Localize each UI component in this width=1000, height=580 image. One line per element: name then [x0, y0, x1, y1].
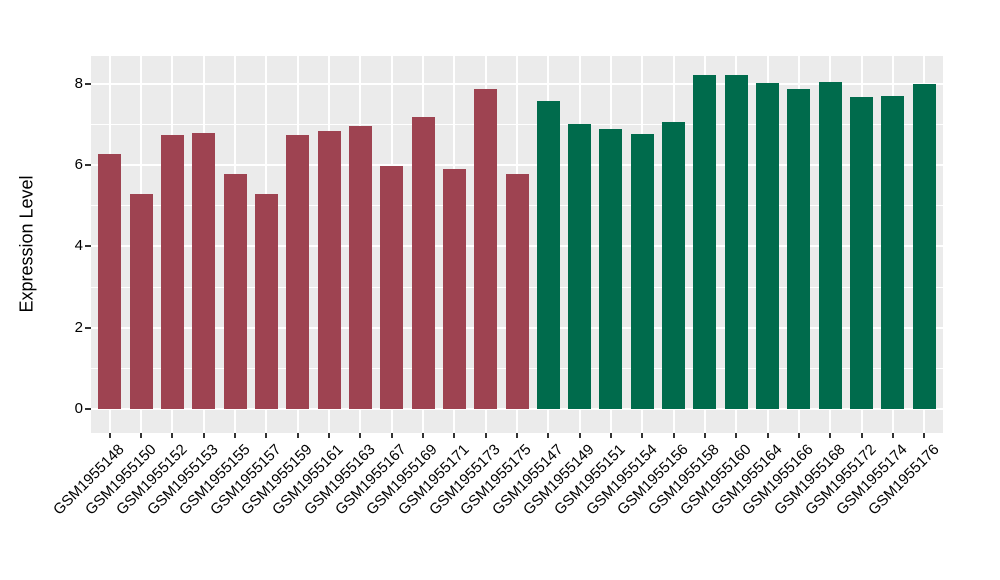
x-axis-tick-mark — [516, 433, 518, 438]
bar-GSM1955152 — [160, 134, 184, 409]
y-axis-tick-mark — [85, 164, 91, 167]
bar-GSM1955164 — [756, 83, 780, 409]
x-axis-tick-mark — [453, 433, 456, 438]
x-axis-tick-mark — [547, 433, 550, 438]
bar-GSM1955169 — [411, 116, 435, 409]
x-axis-tick-mark — [797, 433, 800, 438]
bar-GSM1955175 — [505, 174, 529, 409]
bar-GSM1955153 — [192, 132, 216, 409]
x-axis-tick-mark — [891, 433, 894, 438]
x-axis-tick-mark — [829, 433, 832, 438]
x-axis-tick-mark — [578, 433, 581, 438]
x-axis-tick-mark — [641, 433, 644, 438]
x-axis-tick-mark — [484, 433, 487, 438]
bar-GSM1955154 — [630, 133, 654, 409]
y-axis-tick-label: 6 — [74, 156, 83, 174]
bar-GSM1955161 — [317, 131, 341, 409]
x-axis-tick-mark — [860, 433, 863, 438]
bar-GSM1955158 — [693, 75, 717, 409]
x-axis-tick-mark — [923, 433, 926, 438]
x-axis-tick-mark — [202, 433, 205, 438]
bar-GSM1955173 — [474, 89, 498, 409]
x-axis-tick-mark — [609, 433, 612, 438]
y-axis-tick-mark — [85, 83, 91, 85]
x-axis-tick-mark — [265, 433, 268, 438]
x-axis-tick-mark — [735, 433, 738, 438]
y-axis-tick-label: 0 — [74, 399, 83, 417]
x-axis-tick-mark — [171, 433, 174, 438]
x-axis-tick-mark — [108, 433, 111, 438]
bar-GSM1955148 — [98, 154, 122, 409]
plot-panel — [91, 56, 943, 433]
bar-GSM1955176 — [912, 83, 936, 409]
y-axis-tick-mark — [85, 407, 91, 410]
x-axis-tick-mark — [703, 433, 706, 438]
bar-GSM1955174 — [881, 96, 905, 409]
y-axis-tick-mark — [85, 326, 91, 329]
x-axis-tick-mark — [672, 433, 675, 438]
bar-GSM1955166 — [787, 89, 811, 409]
bar-GSM1955157 — [254, 193, 278, 409]
bar-GSM1955147 — [536, 101, 560, 409]
bar-GSM1955149 — [568, 123, 592, 409]
bar-GSM1955159 — [286, 135, 310, 409]
bar-GSM1955171 — [442, 169, 466, 409]
bar-GSM1955156 — [662, 122, 686, 409]
x-axis-tick-mark — [766, 433, 769, 438]
y-axis-tick-label: 8 — [74, 75, 83, 92]
bar-GSM1955172 — [850, 97, 874, 409]
bar-GSM1955163 — [348, 126, 372, 409]
y-axis-tick-label: 2 — [74, 318, 83, 336]
y-axis-title: Expression Level — [16, 175, 37, 313]
x-axis-tick-mark — [234, 433, 237, 438]
y-axis-tick-label: 4 — [74, 237, 83, 255]
x-axis-tick-mark — [390, 433, 393, 438]
x-axis-tick-mark — [296, 433, 299, 438]
x-axis-tick-mark — [140, 433, 143, 438]
y-axis-tick-mark — [85, 245, 91, 248]
bar-GSM1955168 — [818, 82, 842, 409]
bar-GSM1955150 — [129, 194, 153, 409]
x-axis-tick-mark — [328, 433, 331, 438]
x-axis-tick-mark — [359, 433, 362, 438]
bar-GSM1955155 — [223, 174, 247, 409]
x-axis-tick-mark — [422, 433, 425, 438]
bar-GSM1955167 — [380, 166, 404, 409]
bar-GSM1955151 — [599, 129, 623, 409]
bar-GSM1955160 — [724, 74, 748, 409]
